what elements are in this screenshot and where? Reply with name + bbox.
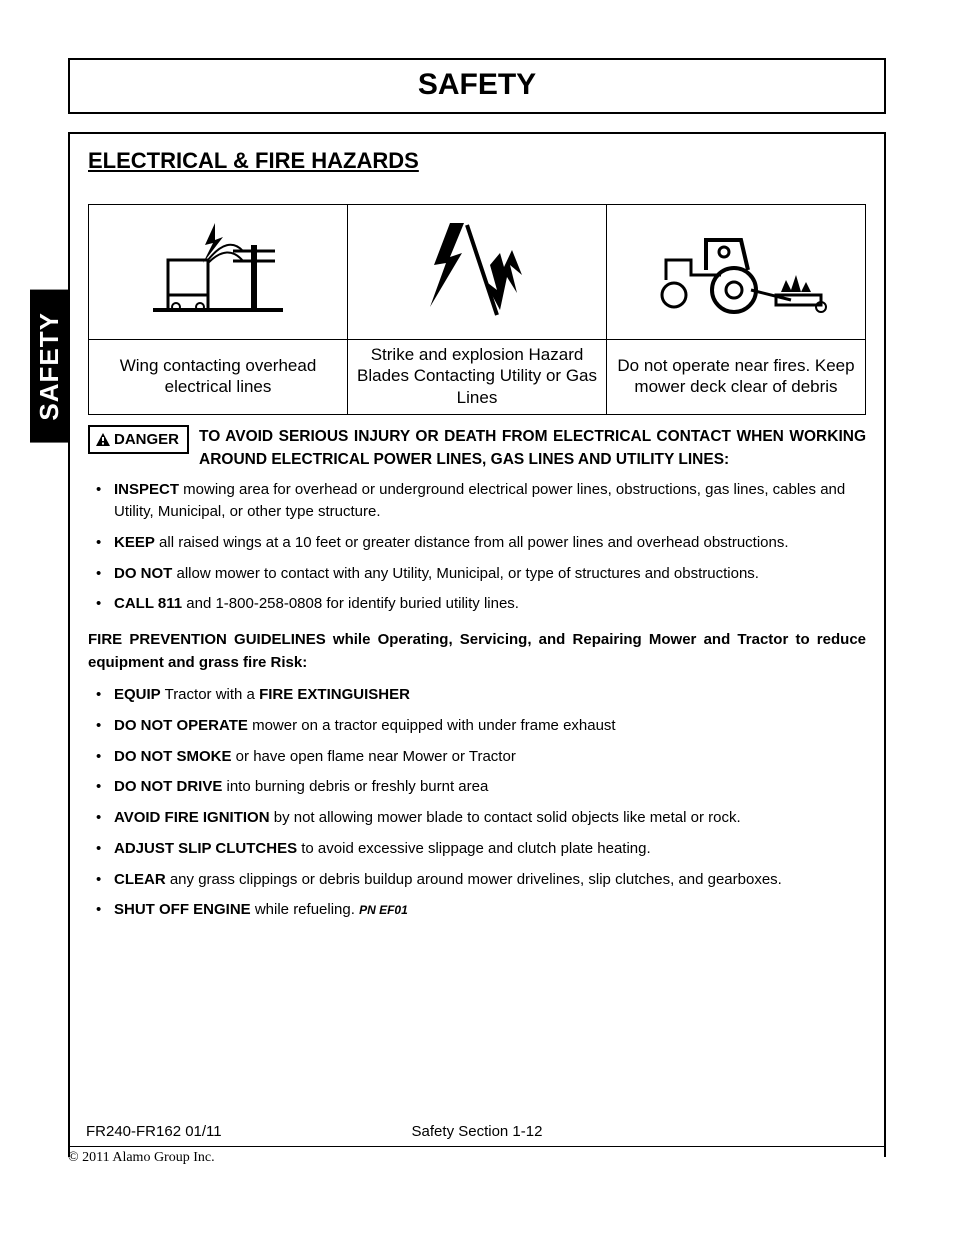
side-tab-safety: SAFETY (30, 290, 69, 443)
content-frame: ELECTRICAL & FIRE HAZARDS (68, 132, 886, 1157)
hazard-table: Wing contacting overhead electrical line… (88, 204, 866, 415)
section-heading: ELECTRICAL & FIRE HAZARDS (88, 148, 866, 174)
page-header: SAFETY (68, 58, 886, 114)
list-item: DO NOT OPERATE mower on a tractor equipp… (114, 715, 866, 737)
fire-bullet-list: EQUIP Tractor with a FIRE EXTINGUISHER D… (88, 684, 866, 921)
list-item: KEEP all raised wings at a 10 feet or gr… (114, 532, 866, 554)
list-item: EQUIP Tractor with a FIRE EXTINGUISHER (114, 684, 866, 706)
footer-left: FR240-FR162 01/11 (86, 1123, 222, 1140)
page-title: SAFETY (70, 68, 884, 102)
list-item: CLEAR any grass clippings or debris buil… (114, 869, 866, 891)
fire-prevention-heading: FIRE PREVENTION GUIDELINES while Operati… (88, 629, 866, 674)
list-item: CALL 811 and 1-800-258-0808 for identify… (114, 593, 866, 615)
hazard-caption-1: Wing contacting overhead electrical line… (89, 340, 348, 415)
hazard-icon-strike-explosion (348, 205, 607, 340)
list-item: DO NOT allow mower to contact with any U… (114, 563, 866, 585)
list-item: SHUT OFF ENGINE while refueling. PN EF01 (114, 899, 866, 921)
hazard-icon-tractor-fire (607, 205, 866, 340)
list-item: INSPECT mowing area for overhead or unde… (114, 479, 866, 523)
danger-label-text: DANGER (114, 431, 179, 448)
footer-center: Safety Section 1-12 (412, 1123, 543, 1140)
hazard-caption-2: Strike and explosion Hazard Blades Conta… (348, 340, 607, 415)
list-item: DO NOT SMOKE or have open flame near Mow… (114, 746, 866, 768)
hazard-icon-overhead-lines (89, 205, 348, 340)
footer-line: FR240-FR162 01/11 Safety Section 1-12 (68, 1123, 886, 1140)
danger-heading-text: TO AVOID SERIOUS INJURY OR DEATH FROM EL… (199, 425, 866, 472)
electrical-bullet-list: INSPECT mowing area for overhead or unde… (88, 479, 866, 615)
list-item: ADJUST SLIP CLUTCHES to avoid excessive … (114, 838, 866, 860)
warning-triangle-icon (96, 433, 110, 446)
danger-badge: DANGER (88, 425, 189, 454)
list-item: DO NOT DRIVE into burning debris or fres… (114, 776, 866, 798)
list-item: AVOID FIRE IGNITION by not allowing mowe… (114, 807, 866, 829)
hazard-caption-3: Do not operate near fires. Keep mower de… (607, 340, 866, 415)
